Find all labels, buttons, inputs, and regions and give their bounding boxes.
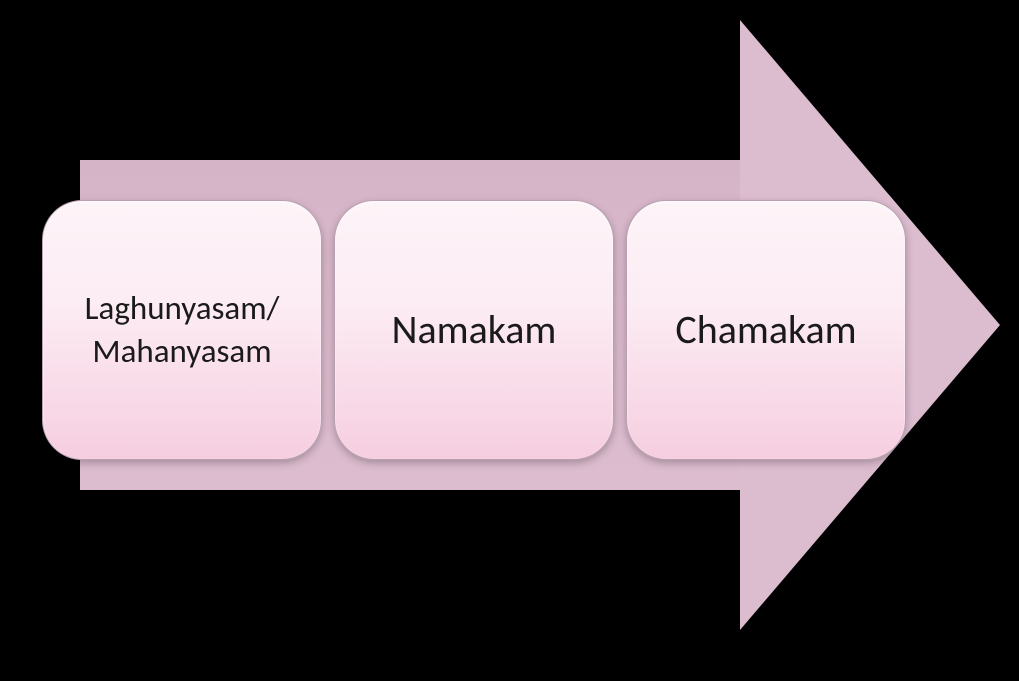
step-label: Chamakam: [675, 304, 856, 356]
process-step-1: Laghunyasam/Mahanyasam: [42, 200, 322, 460]
step-label: Mahanyasam: [92, 330, 271, 373]
step-label: Laghunyasam/: [85, 287, 280, 330]
process-step-2: Namakam: [334, 200, 614, 460]
step-label: Namakam: [392, 304, 557, 356]
process-step-3: Chamakam: [626, 200, 906, 460]
process-steps: Laghunyasam/Mahanyasam Namakam Chamakam: [42, 200, 906, 460]
